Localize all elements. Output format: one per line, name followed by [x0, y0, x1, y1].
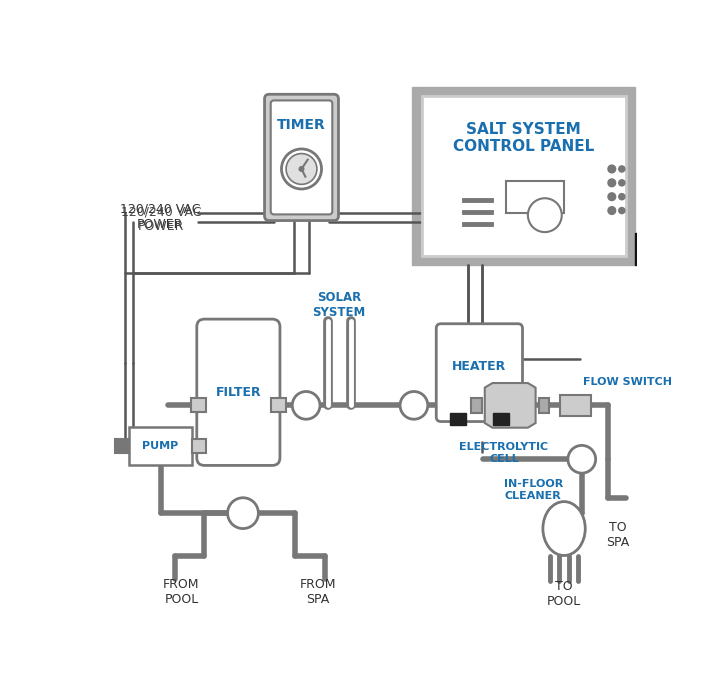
- Circle shape: [618, 193, 625, 199]
- Bar: [635, 233, 649, 265]
- Text: PUMP: PUMP: [143, 441, 179, 451]
- Bar: [271, 398, 286, 413]
- FancyBboxPatch shape: [197, 319, 280, 465]
- Text: TIMER: TIMER: [277, 118, 326, 132]
- Text: 120/240 VAC
POWER: 120/240 VAC POWER: [119, 203, 200, 231]
- Circle shape: [400, 391, 428, 419]
- Text: TO
POOL: TO POOL: [547, 580, 581, 608]
- Circle shape: [608, 193, 616, 201]
- Circle shape: [293, 391, 320, 419]
- Circle shape: [528, 198, 562, 232]
- Text: SOLAR
SYSTEM: SOLAR SYSTEM: [312, 291, 366, 319]
- Bar: [471, 398, 481, 413]
- FancyBboxPatch shape: [265, 94, 339, 221]
- Bar: [493, 413, 508, 426]
- Text: FILTER: FILTER: [216, 386, 261, 399]
- Circle shape: [228, 498, 258, 529]
- Circle shape: [568, 445, 596, 473]
- Text: SALT SYSTEM
CONTROL PANEL: SALT SYSTEM CONTROL PANEL: [453, 122, 594, 154]
- Bar: [129, 427, 192, 465]
- Circle shape: [286, 154, 317, 184]
- Bar: [192, 439, 206, 453]
- Text: TO
SPA: TO SPA: [606, 520, 630, 548]
- Text: 120/240 VAC
POWER: 120/240 VAC POWER: [121, 205, 202, 233]
- Text: IN-FLOOR
CLEANER: IN-FLOOR CLEANER: [503, 479, 563, 501]
- Circle shape: [618, 166, 625, 172]
- Circle shape: [608, 179, 616, 186]
- Text: FLOW SWITCH: FLOW SWITCH: [584, 377, 672, 387]
- FancyBboxPatch shape: [271, 100, 332, 214]
- Circle shape: [299, 167, 304, 171]
- Polygon shape: [485, 383, 535, 428]
- Bar: [560, 395, 591, 416]
- Bar: [190, 398, 206, 413]
- Circle shape: [608, 165, 616, 173]
- Circle shape: [608, 207, 616, 214]
- Ellipse shape: [543, 501, 585, 555]
- Bar: [413, 87, 635, 265]
- Text: FROM
POOL: FROM POOL: [163, 578, 200, 606]
- Text: HEATER: HEATER: [452, 360, 506, 373]
- Bar: [539, 398, 550, 413]
- Bar: [506, 180, 564, 213]
- FancyBboxPatch shape: [436, 324, 523, 421]
- Text: ELECTROLYTIC
CELL: ELECTROLYTIC CELL: [459, 443, 549, 464]
- Circle shape: [618, 180, 625, 186]
- Bar: [115, 439, 129, 453]
- Bar: [450, 413, 466, 426]
- Text: FROM
SPA: FROM SPA: [300, 578, 336, 606]
- Circle shape: [281, 149, 322, 189]
- Bar: [422, 96, 626, 256]
- Circle shape: [618, 208, 625, 214]
